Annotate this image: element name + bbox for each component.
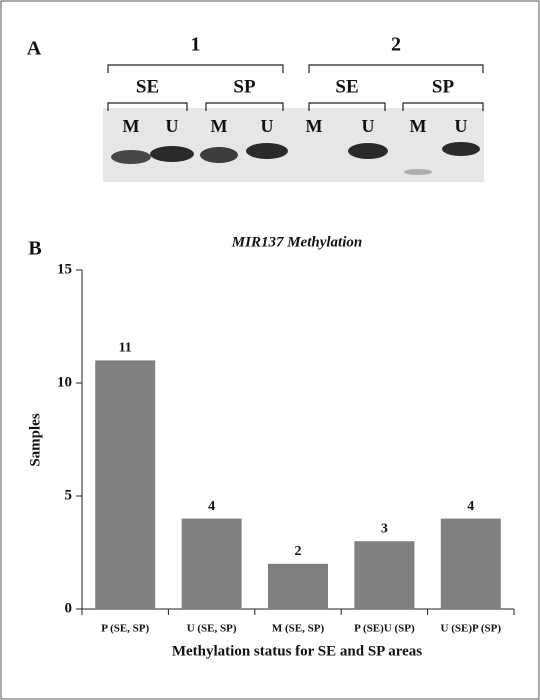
lane-label: SP [233,76,256,97]
x-tick-label: P (SE)U (SP) [354,623,415,635]
y-tick-label: 15 [57,261,72,277]
lane-label: SE [335,76,358,97]
y-tick-label: 10 [57,374,72,390]
bracket [308,102,386,111]
x-tick-label: U (SE, SP) [187,623,237,635]
bracket [308,64,484,73]
bar [268,563,328,609]
group-label: 1 [191,34,201,56]
lane-label: SP [432,76,455,97]
band-label: U [261,116,274,136]
value-label: 4 [208,499,215,514]
band-label: M [410,116,427,136]
y-axis-label: Samples [27,413,43,467]
gel-bands [111,142,480,175]
y-tick-label: 5 [65,487,73,503]
band-label: U [166,116,179,136]
bar [440,518,501,609]
x-tick-label: M (SE, SP) [272,623,325,635]
x-tick-label: U (SE)P (SP) [441,623,502,635]
band-label: M [306,116,323,136]
x-tick-label: P (SE, SP) [101,623,149,635]
value-label: 2 [295,544,302,559]
chart: B MIR137 Methylation Samples Methylation… [27,234,515,659]
panel-label: B [28,238,41,260]
y-tick-label: 0 [65,600,73,616]
value-label: 11 [119,341,132,356]
value-label: 4 [467,499,474,514]
lane-label: SE [136,76,159,97]
bar [354,541,415,609]
bracket [107,102,188,111]
bracket [402,102,484,111]
band-label: M [123,116,140,136]
bar [95,360,156,609]
gel [103,108,484,182]
chart-title: MIR137 Methylation [231,234,362,250]
bracket [107,64,284,73]
band-label: M [211,116,228,136]
bar [181,518,242,609]
group-label: 2 [391,34,401,56]
band-label: U [455,116,468,136]
x-axis-label: Methylation status for SE and SP areas [172,643,422,659]
band-label: U [362,116,375,136]
panel-label: A [27,38,42,60]
bracket [205,102,284,111]
value-label: 3 [381,521,388,536]
